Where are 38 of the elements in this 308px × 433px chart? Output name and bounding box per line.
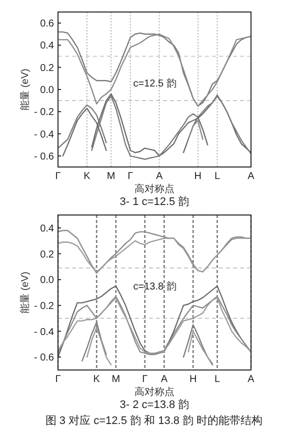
x-tick-label: A [248,171,255,182]
x-tick-label: Γ [55,374,62,385]
y-tick-label: - 0.6 [34,352,54,364]
x-axis-title: 高对称点 [134,183,174,195]
y-tick-label: - 0.4 [34,326,54,338]
y-tick-label: - 0.6 [34,151,54,162]
x-tick-label: K [93,374,100,385]
y-tick-label: 0.6 [40,18,54,30]
annotation: c=12.5 韵 [133,77,176,90]
x-tick-label: A [160,374,168,385]
y-tick-label: - 0.2 [34,300,54,312]
x-tick-label: A [248,374,255,385]
x-tick-label: H [189,374,197,385]
x-tick-label: A [156,171,163,182]
y-tick-label: 0.0 [40,85,54,96]
y-tick-label: 0.2 [40,62,54,74]
annotation: c=13.8 韵 [133,280,176,292]
y-axis-title: 能量 (eV) [19,272,31,314]
x-tick-label: M [112,374,120,385]
x-tick-label: Γ [142,374,148,385]
y-tick-label: 0.0 [40,275,54,286]
x-axis-title: 高对称点 [134,386,174,398]
x-tick-label: L [214,171,220,182]
text: 3- 2 c=13.8 韵 [120,398,190,411]
y-tick-label: - 0.4 [34,129,54,140]
y-tick-label: 0.2 [40,249,54,260]
text: 3- 1 c=12.5 韵 [120,195,190,208]
x-tick-label: M [106,171,116,182]
caption: 图 3 对应 c=12.5 韵 和 13.8 韵 时的能带结构 [45,414,263,427]
x-tick-label: Γ [55,171,62,182]
y-axis-title: 能量 (eV) [19,68,31,110]
y-tick-label: 0.4 [40,40,54,52]
y-tick-label: 0.4 [40,223,54,234]
x-tick-label: Γ [128,171,134,182]
y-tick-label: - 0.2 [34,107,54,118]
x-tick-label: L [214,374,220,385]
x-tick-label: K [84,171,91,182]
x-tick-label: H [194,171,202,182]
